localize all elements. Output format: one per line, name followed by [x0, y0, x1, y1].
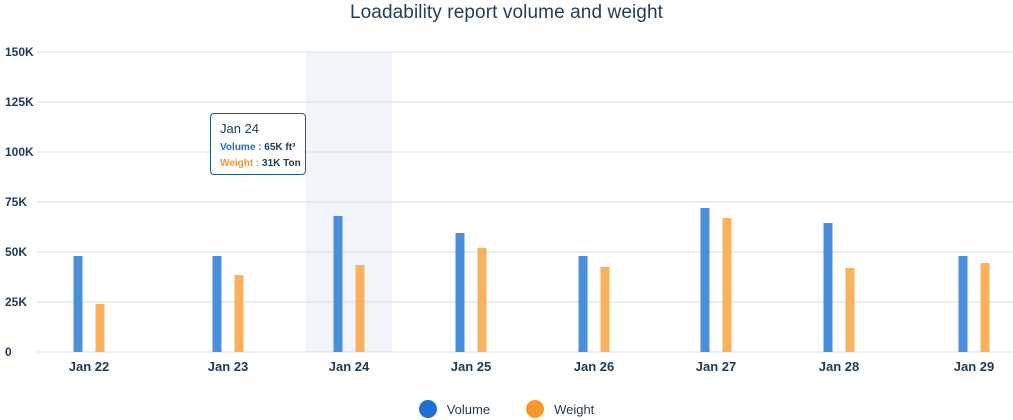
x-tick-label: Jan 23 [208, 359, 248, 374]
legend-item-volume[interactable]: Volume [418, 400, 491, 418]
y-tick-label: 0 [5, 345, 12, 359]
bar-weight [845, 268, 855, 352]
bar-volume [333, 216, 343, 352]
tooltip-weight-row: Weight : 31K Ton [220, 156, 305, 172]
bar-volume [578, 256, 588, 352]
legend-volume-dot [418, 400, 437, 418]
x-tick-label: Jan 28 [819, 359, 859, 374]
y-tick-label: 125K [5, 95, 34, 109]
y-tick-label: 100K [5, 145, 34, 159]
chart-legend: Volume Weight [0, 398, 1013, 420]
bar-weight [95, 304, 105, 352]
tooltip-volume-label: Volume : [220, 142, 262, 153]
x-tick-label: Jan 26 [574, 359, 614, 374]
bar-weight [600, 267, 610, 352]
tooltip-volume-row: Volume : 65K ft³ [220, 140, 305, 156]
chart-title: Loadability report volume and weight [349, 2, 664, 23]
bar-volume [73, 256, 83, 352]
bar-weight [355, 265, 365, 352]
x-tick-label: Jan 27 [696, 359, 736, 374]
y-tick-label: 75K [5, 195, 27, 209]
bar-volume [958, 256, 968, 352]
y-tick-label: 25K [5, 295, 27, 309]
bar-weight [234, 275, 244, 352]
legend-weight-label: Weight [554, 401, 595, 417]
chart-tooltip: Jan 24 Volume : 65K ft³ Weight : 31K Ton [210, 113, 306, 175]
legend-item-weight[interactable]: Weight [526, 400, 594, 418]
tooltip-title: Jan 24 [220, 121, 260, 136]
x-tick-label: Jan 22 [69, 359, 109, 374]
bar-weight [980, 263, 990, 352]
bar-volume [823, 223, 833, 352]
x-tick-label: Jan 25 [451, 359, 491, 374]
tooltip-weight-label: Weight : [220, 158, 260, 169]
y-tick-label: 150K [5, 45, 34, 59]
bar-volume [700, 208, 710, 352]
legend-weight-dot [526, 400, 545, 418]
legend-volume-label: Volume [446, 401, 491, 417]
tooltip-weight-value: 31K Ton [262, 158, 301, 169]
bar-weight [477, 248, 487, 352]
bar-volume [455, 233, 465, 352]
bar-weight [722, 218, 732, 352]
tooltip-volume-value: 65K ft³ [264, 142, 296, 153]
y-tick-label: 50K [5, 245, 27, 259]
x-tick-label: Jan 24 [329, 359, 370, 374]
bar-volume [212, 256, 222, 352]
x-tick-label: Jan 29 [954, 359, 994, 374]
